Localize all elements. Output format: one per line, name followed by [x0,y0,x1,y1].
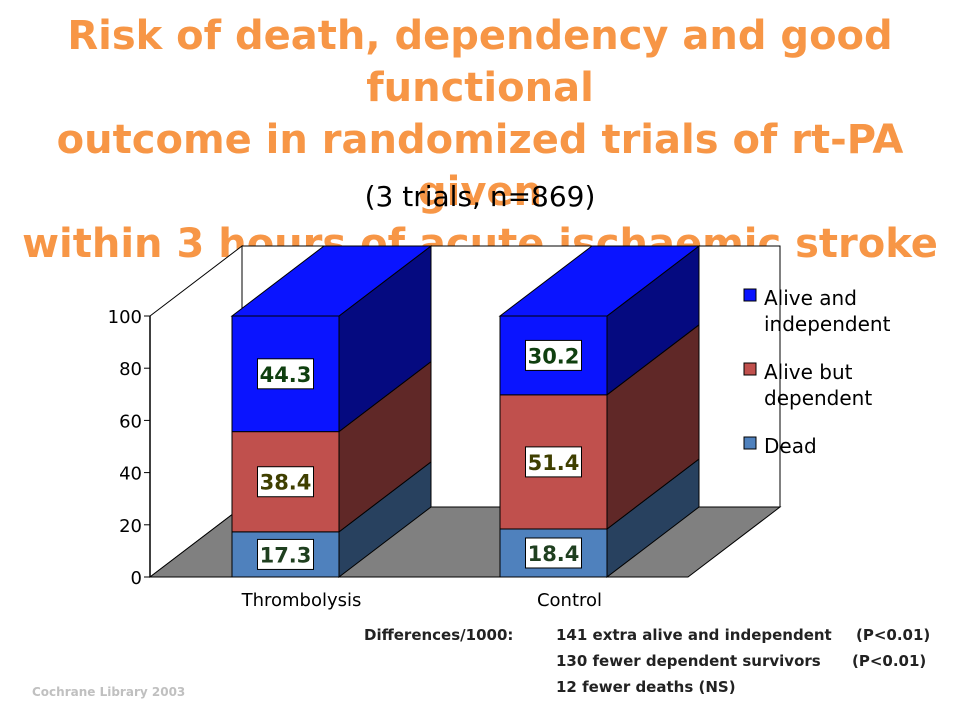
data-label: 17.3 [260,543,312,567]
data-label: 44.3 [260,363,312,387]
data-label-box [525,446,582,478]
slide-subtitle: (3 trials, n=869) [364,180,596,213]
legend-label: independent [764,312,891,336]
y-tick-label: 20 [119,516,142,537]
source-note: Cochrane Library 2003 [32,685,186,699]
data-label-box [525,537,582,569]
bar-top [230,245,433,317]
difference-row-1-p: (P<0.01) [856,626,931,644]
y-tick-label: 40 [119,464,142,485]
difference-row-1: 141 extra alive and independent [556,626,832,644]
title-line-2: outcome in randomized trials of rt-PA gi… [56,117,904,215]
title-line-1: Risk of death, dependency and good funct… [67,13,893,111]
difference-row-3: 12 fewer deaths (NS) [556,678,736,696]
legend-label: Alive but [764,360,853,384]
legend-label: Dead [764,434,817,458]
data-label-box [257,466,314,498]
y-tick-label: 80 [119,359,142,380]
x-category-label: Control [537,590,602,611]
data-label: 18.4 [528,542,580,566]
difference-row-2: 130 fewer dependent survivors [556,652,821,670]
data-label: 51.4 [528,451,580,475]
legend-swatch [743,362,757,376]
data-label-box [257,358,314,390]
y-tick-label: 60 [119,411,142,432]
difference-row-2-p: (P<0.01) [852,652,927,670]
data-label: 30.2 [528,344,580,368]
data-label: 38.4 [260,471,312,495]
legend-label: Alive and [764,286,857,310]
y-tick-label: 0 [131,568,142,589]
x-category-label: Thrombolysis [241,590,362,611]
differences-label: Differences/1000: [364,626,514,644]
bar-segment-dead [499,528,608,578]
legend-swatch [743,288,757,302]
data-label-box [257,538,314,570]
legend-swatch [743,436,757,450]
y-tick-label: 100 [108,307,142,328]
legend-label: dependent [764,386,872,410]
bar-top [498,245,701,317]
data-label-box [525,339,582,371]
